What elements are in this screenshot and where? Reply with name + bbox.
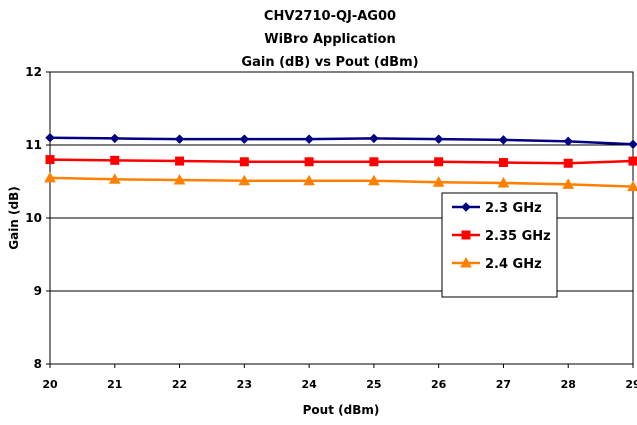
x-tick-label: 27 (496, 378, 511, 391)
data-point-2-4-ghz (44, 171, 56, 183)
data-point-2-35-ghz (304, 157, 314, 167)
data-series (44, 132, 637, 192)
series-2-4-ghz (44, 171, 637, 192)
data-point-2-4-ghz (173, 174, 186, 185)
y-tick-label: 12 (25, 65, 42, 79)
y-axis-label: Gain (dB) (7, 186, 21, 250)
y-tick-label: 9 (34, 284, 42, 298)
data-point-2-3-ghz (110, 133, 120, 144)
chart-title-line-3: Gain (dB) vs Pout (dBm) (241, 55, 418, 70)
y-axis-ticks: 8 9 10 11 12 (25, 65, 50, 371)
series-2-35-ghz (45, 155, 637, 168)
data-point-2-4-ghz (432, 176, 445, 187)
legend-label-2-3-ghz: 2.3 GHz (485, 201, 542, 216)
legend-label-2-4-ghz: 2.4 GHz (485, 257, 542, 272)
x-tick-label: 20 (42, 378, 58, 391)
data-point-2-3-ghz (563, 136, 573, 147)
data-point-2-3-ghz (45, 132, 55, 143)
data-point-2-35-ghz (563, 158, 573, 168)
data-point-2-3-ghz (628, 139, 637, 149)
legend-label-2-35-ghz: 2.35 GHz (485, 229, 551, 244)
data-point-2-35-ghz (239, 157, 249, 167)
x-tick-label: 26 (431, 378, 447, 391)
x-tick-label: 29 (625, 378, 637, 391)
data-point-2-35-ghz (45, 155, 55, 165)
legend-marker-2-35-ghz (461, 230, 471, 240)
series-2-3-ghz (45, 132, 637, 149)
legend: 2.3 GHz 2.35 GHz 2.4 GHz (441, 192, 558, 298)
data-point-2-35-ghz (498, 158, 508, 168)
x-tick-label: 25 (366, 378, 381, 391)
data-point-2-3-ghz (369, 133, 379, 144)
data-point-2-4-ghz (497, 176, 510, 188)
data-point-2-4-ghz (627, 180, 637, 192)
legend-box (441, 192, 558, 298)
x-tick-label: 24 (301, 378, 317, 391)
series-line-2-4-ghz (49, 176, 634, 188)
data-point-2-4-ghz (238, 174, 251, 186)
data-point-2-4-ghz (108, 173, 121, 184)
y-tick-label: 10 (25, 211, 42, 225)
x-tick-label: 23 (237, 378, 252, 391)
chart-title-group: CHV2710-QJ-AG00 WiBro Application Gain (… (241, 9, 418, 70)
y-tick-label: 11 (25, 138, 42, 152)
y-tick-label: 8 (34, 357, 42, 371)
x-tick-label: 21 (107, 378, 122, 391)
data-point-2-35-ghz (434, 157, 444, 167)
data-point-2-4-ghz (562, 178, 575, 189)
x-axis-ticks: 20 21 22 23 24 25 26 27 28 29 (42, 364, 637, 391)
chart-title-line-2: WiBro Application (264, 32, 396, 47)
data-point-2-3-ghz (174, 134, 185, 144)
data-point-2-3-ghz (304, 134, 314, 144)
legend-marker-2-3-ghz (461, 202, 471, 212)
x-tick-label: 28 (561, 378, 576, 391)
series-line-2-35-ghz (49, 158, 634, 165)
data-point-2-3-ghz (433, 134, 444, 144)
data-point-2-3-ghz (239, 134, 250, 144)
data-point-2-35-ghz (175, 156, 185, 166)
x-axis-label: Pout (dBm) (303, 403, 380, 417)
data-point-2-3-ghz (498, 135, 509, 145)
data-point-2-35-ghz (369, 157, 379, 167)
x-tick-label: 22 (172, 378, 187, 391)
data-point-2-4-ghz (303, 174, 315, 186)
chart-title-line-1: CHV2710-QJ-AG00 (264, 9, 396, 24)
data-point-2-35-ghz (628, 156, 637, 166)
data-point-2-35-ghz (110, 155, 120, 165)
legend-marker-2-4-ghz (460, 256, 472, 268)
data-point-2-4-ghz (368, 174, 380, 186)
series-line-2-3-ghz (49, 136, 634, 146)
